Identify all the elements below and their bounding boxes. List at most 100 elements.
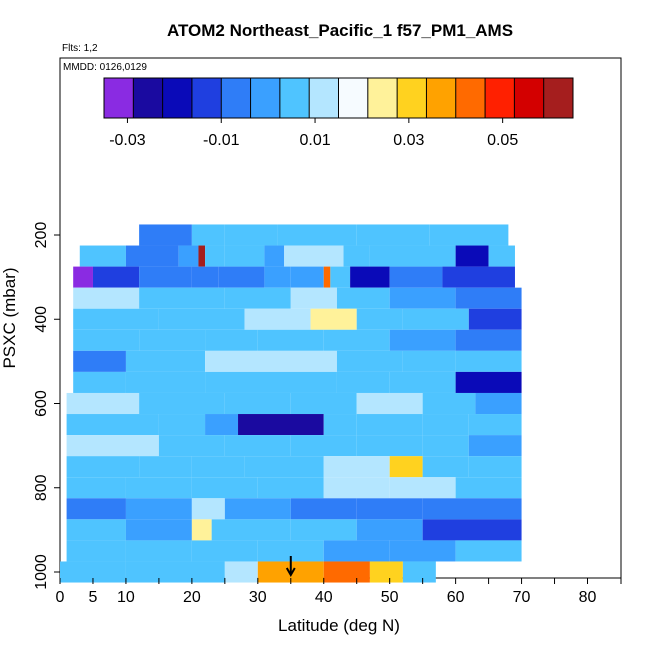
heatmap-cell — [468, 435, 522, 457]
heatmap-cell — [475, 392, 522, 415]
heatmap-cell — [323, 414, 357, 436]
heatmap-cell — [271, 350, 337, 372]
colorbar-swatch — [309, 78, 339, 118]
colorbar-swatch — [455, 78, 486, 118]
mmdd-label: MMDD: 0126,0129 — [63, 62, 147, 73]
heatmap-cell — [257, 477, 324, 499]
heatmap-cell — [429, 224, 509, 246]
heatmap-cell — [73, 350, 126, 372]
heatmap-cell — [244, 456, 324, 478]
heatmap-cell — [125, 561, 225, 583]
colorbar-swatch — [514, 78, 545, 118]
colorbar-swatch — [397, 78, 427, 118]
heatmap-cell — [224, 498, 291, 520]
heatmap-cell — [264, 266, 291, 288]
heatmap-cell — [323, 477, 390, 499]
heatmap-cell — [205, 350, 271, 372]
x-axis-label: Latitude (deg N) — [278, 616, 400, 635]
x-tick-label: 80 — [579, 589, 597, 606]
heatmap-cell — [66, 414, 159, 436]
heatmap-cell — [442, 266, 515, 288]
colorbar-frame — [103, 77, 574, 119]
heatmap-cell — [290, 519, 357, 541]
heatmap-cell — [73, 308, 159, 330]
heatmap-cell — [389, 477, 456, 499]
heatmap-cell — [422, 435, 469, 457]
colorbar-swatch — [162, 78, 193, 118]
x-tick-label: 10 — [117, 589, 135, 606]
heatmap-cell — [356, 308, 403, 330]
heatmap-cell — [191, 456, 245, 478]
heatmap-cell — [191, 519, 212, 541]
heatmap-cell — [191, 224, 225, 246]
heatmap-cell — [66, 392, 140, 415]
heatmap-cell — [402, 561, 436, 583]
x-tick-label: 30 — [249, 589, 267, 606]
heatmap-cell — [205, 371, 271, 393]
heatmap-cell — [290, 392, 357, 415]
heatmap-cell — [73, 371, 126, 393]
heatmap-cell — [323, 329, 390, 351]
heatmap-cell — [224, 245, 265, 267]
heatmap-cell — [350, 266, 390, 288]
heatmap-cell — [139, 456, 192, 478]
heatmap-cell — [323, 456, 390, 478]
x-tick-label: 0 — [56, 589, 65, 606]
heatmap-cell — [369, 561, 403, 583]
heatmap-cell — [60, 561, 126, 583]
heatmap-cell — [455, 477, 522, 499]
x-tick-label: 40 — [315, 589, 333, 606]
heatmap-cell — [66, 540, 126, 562]
heatmap-cell — [356, 498, 423, 520]
heatmap-cell — [178, 245, 199, 267]
heatmap-cell — [323, 540, 390, 562]
y-axis: 200 400 600 800 1000 — [33, 222, 60, 590]
heatmap-cell — [369, 245, 456, 267]
heatmap-cell — [125, 245, 179, 267]
heatmap-cell — [468, 308, 522, 330]
y-axis-label: PSXC (mbar) — [0, 267, 19, 368]
heatmap-cell — [290, 435, 357, 457]
heatmap-cell — [224, 224, 278, 246]
x-tick-label: 5 — [89, 589, 98, 606]
heatmap-cell — [158, 308, 245, 330]
heatmap-cell — [323, 561, 370, 583]
heatmap-cell — [356, 519, 423, 541]
heatmap-cell — [125, 519, 192, 541]
heatmap-cell — [422, 519, 522, 541]
heatmap-cell — [66, 477, 126, 499]
heatmap-cell — [277, 224, 357, 246]
heatmap-cell — [125, 371, 206, 393]
colorbar-tick-label: 0.05 — [487, 132, 518, 149]
heatmap-cell — [191, 477, 258, 499]
colorbar-swatch — [485, 78, 515, 118]
y-tick-label: 200 — [33, 222, 50, 249]
heatmap-cell — [139, 287, 225, 309]
x-tick-label: 70 — [513, 589, 531, 606]
heatmap-cell — [257, 329, 324, 351]
x-tick-label: 20 — [183, 589, 201, 606]
heatmap-cell — [191, 540, 258, 562]
heatmap-cell — [336, 350, 403, 372]
heatmap-cell — [66, 435, 159, 457]
colorbar-swatch — [191, 78, 222, 118]
heatmap-cell — [488, 245, 515, 267]
heatmap-cell — [356, 392, 423, 415]
heatmap-cell — [205, 414, 239, 436]
heatmap-cell — [343, 245, 370, 267]
colorbar-tick-label: 0.01 — [299, 132, 330, 149]
heatmap-cell — [455, 371, 522, 393]
heatmap-cell — [125, 350, 206, 372]
heatmap-cell — [139, 266, 192, 288]
heatmap-cell — [66, 498, 126, 520]
heatmap-cell — [191, 266, 219, 288]
heatmap-cell — [422, 392, 476, 415]
heatmap-cell — [422, 498, 522, 520]
colorbar-tick-label: -0.01 — [203, 132, 240, 149]
y-tick-label: 400 — [33, 306, 50, 333]
heatmap-cell — [290, 498, 357, 520]
heatmap-cell — [310, 308, 357, 330]
heatmap-cell — [244, 308, 311, 330]
heatmap-cell — [455, 329, 522, 351]
